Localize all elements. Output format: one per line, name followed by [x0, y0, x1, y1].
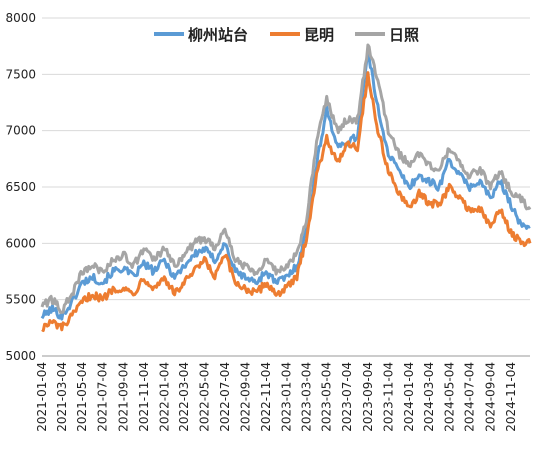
legend-label-2: 日照 — [389, 26, 419, 44]
x-tick-label: 2024-07-04 — [463, 362, 477, 432]
x-tick-label: 2021-05-04 — [75, 362, 89, 432]
x-tick-label: 2022-03-04 — [177, 362, 191, 432]
series-line-1 — [41, 71, 532, 332]
x-tick-label: 2024-03-04 — [422, 362, 436, 432]
x-tick-label: 2022-05-04 — [197, 362, 211, 432]
x-tick-label: 2023-09-04 — [361, 362, 375, 432]
x-tick-label: 2023-05-04 — [320, 362, 334, 432]
x-tick-label: 2022-11-04 — [259, 362, 273, 432]
x-tick-label: 2024-05-04 — [442, 362, 456, 432]
y-tick-label: 6500 — [5, 180, 36, 194]
x-tick-label: 2023-07-04 — [340, 362, 354, 432]
x-tick-label: 2021-01-04 — [35, 362, 49, 432]
x-tick-label: 2024-09-04 — [483, 362, 497, 432]
x-tick-label: 2021-09-04 — [116, 362, 130, 432]
x-tick-label: 2022-07-04 — [218, 362, 232, 432]
y-tick-label: 8000 — [5, 11, 36, 25]
x-tick-label: 2024-11-04 — [504, 362, 518, 432]
x-tick-label: 2021-07-04 — [96, 362, 110, 432]
x-tick-label: 2021-11-04 — [137, 362, 151, 432]
y-tick-label: 5500 — [5, 293, 36, 307]
y-tick-label: 6000 — [5, 236, 36, 250]
y-tick-label: 7500 — [5, 67, 36, 81]
x-tick-label: 2023-01-04 — [280, 362, 294, 432]
legend: 柳州站台 昆明 日照 — [154, 26, 419, 44]
x-axis-tick-labels: 2021-01-04 2021-03-04 2021-05-04 2021-07-04… — [35, 362, 518, 432]
series-line-2 — [40, 43, 532, 315]
y-tick-label: 5000 — [5, 349, 36, 363]
x-tick-label: 2022-01-04 — [157, 362, 171, 432]
series-line-0 — [40, 48, 531, 321]
legend-label-1: 昆明 — [304, 26, 334, 44]
legend-label-0: 柳州站台 — [188, 26, 248, 44]
x-tick-label: 2022-09-04 — [239, 362, 253, 432]
y-tick-label: 7000 — [5, 124, 36, 138]
x-tick-label: 2023-03-04 — [299, 362, 313, 432]
y-axis-tick-labels: 5000 5500 6000 6500 7000 7500 8000 — [5, 11, 36, 363]
gridlines — [42, 17, 530, 357]
x-tick-label: 2024-01-04 — [402, 362, 416, 432]
series-lines — [40, 43, 532, 332]
x-tick-label: 2021-03-04 — [55, 362, 69, 432]
x-tick-label: 2023-11-04 — [381, 362, 395, 432]
